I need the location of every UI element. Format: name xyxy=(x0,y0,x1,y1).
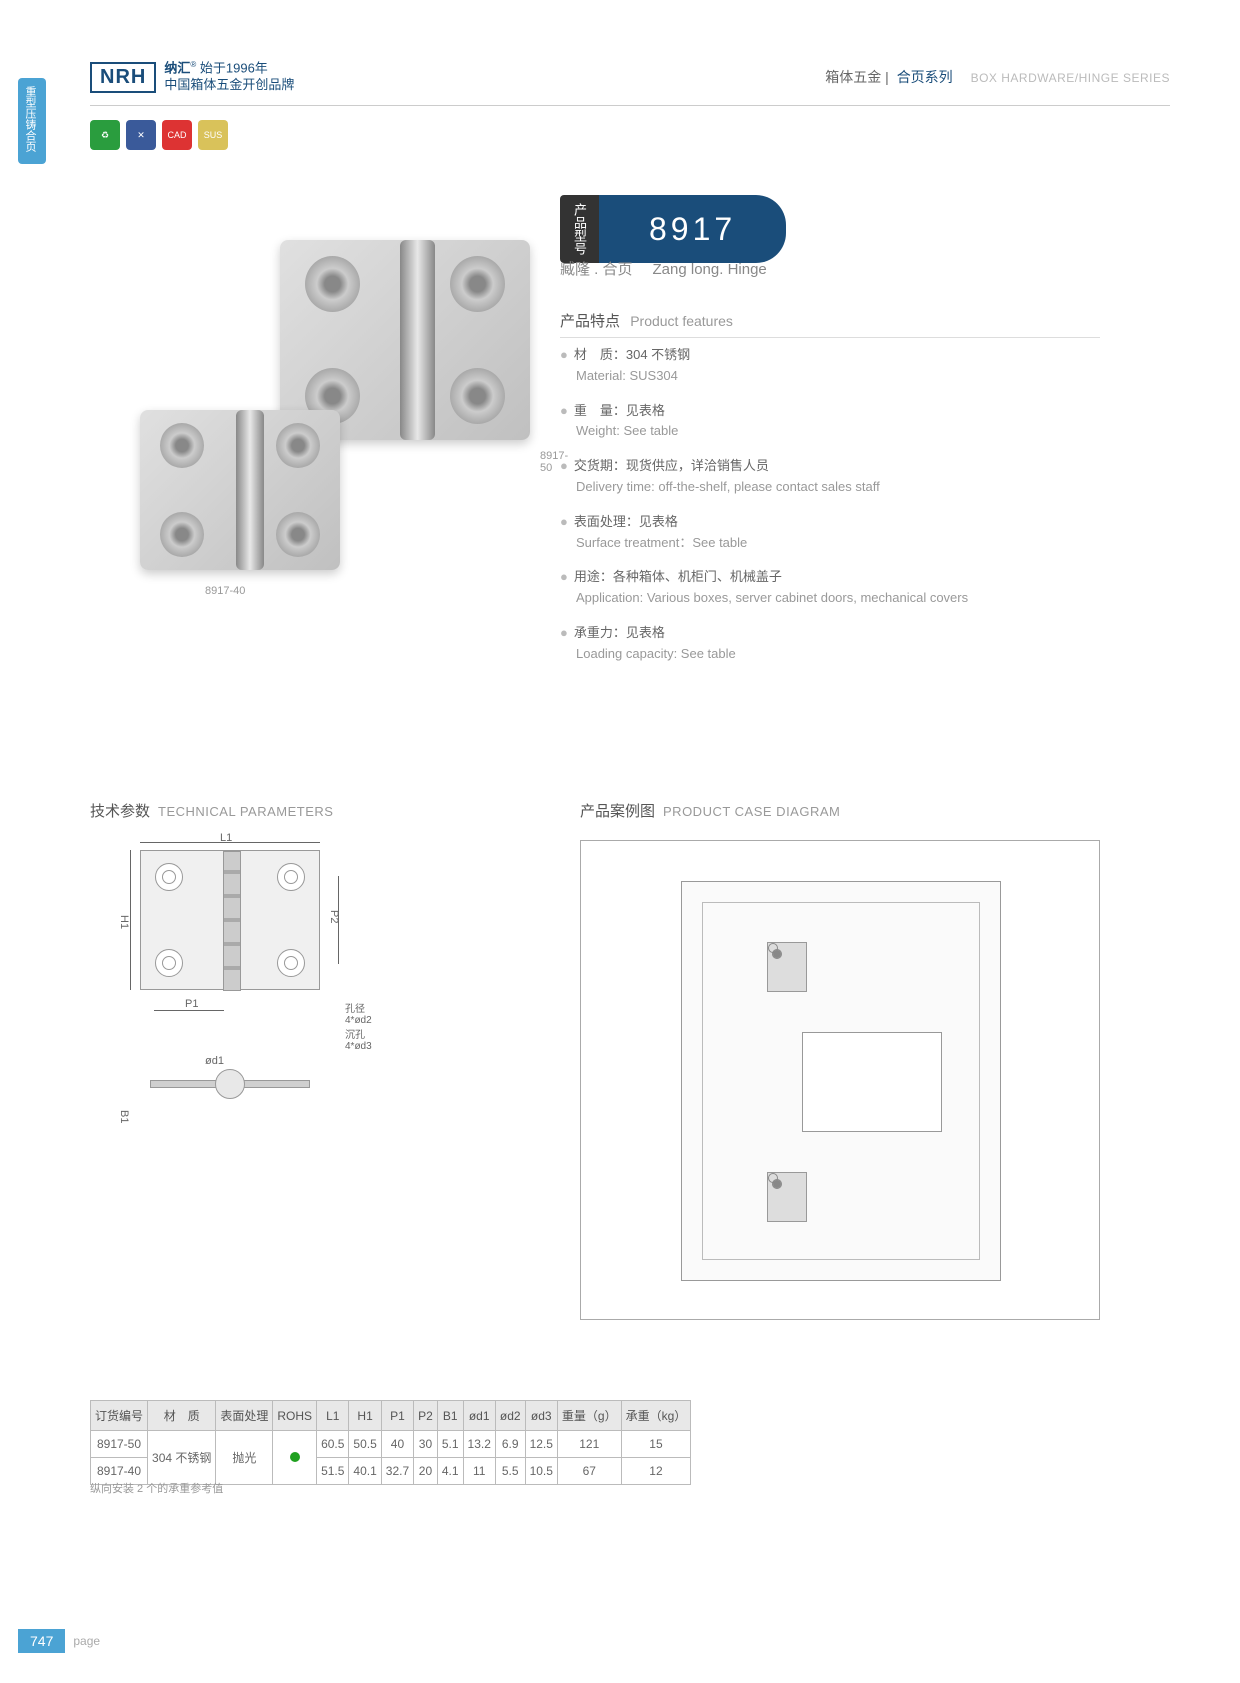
badge-eco-icon: ♻ xyxy=(90,120,120,150)
table-header: ød2 xyxy=(495,1401,525,1431)
badge-sus-icon: SUS xyxy=(198,120,228,150)
side-category-tab: 重型压铸合页 xyxy=(18,78,46,164)
logo-name: 纳汇 xyxy=(164,60,190,75)
model-number: 8917 xyxy=(599,195,786,263)
rohs-dot-icon xyxy=(290,1452,300,1462)
header-divider xyxy=(90,105,1170,106)
photo-label-large: 8917-50 xyxy=(540,450,568,474)
table-header: L1 xyxy=(317,1401,349,1431)
badge-tool-icon: ✕ xyxy=(126,120,156,150)
hinge-photo-small xyxy=(140,410,340,570)
logo-brand: NRH xyxy=(90,62,156,93)
feature-item: ●重 量：见表格Weight: See table xyxy=(560,401,1100,443)
table-header: P1 xyxy=(381,1401,413,1431)
technical-diagram: L1 H1 P2 P1 孔径 4*ød2沉孔 4*ød3 ød1 B1 xyxy=(110,850,370,990)
product-case-diagram xyxy=(580,840,1100,1320)
table-header: H1 xyxy=(349,1401,381,1431)
dim-od1: ød1 xyxy=(205,1055,224,1067)
dim-h1: H1 xyxy=(118,915,130,929)
table-header: 重量（g） xyxy=(557,1401,621,1431)
feature-item: ●材 质：304 不锈钢Material: SUS304 xyxy=(560,345,1100,387)
table-header: ød3 xyxy=(525,1401,557,1431)
dim-b1: B1 xyxy=(118,1110,130,1123)
page-number: 747 xyxy=(18,1629,65,1653)
page-header: NRH 纳汇® 始于1996年 中国箱体五金开创品牌 箱体五金 | 合页系列 B… xyxy=(90,60,1170,94)
badge-cad-icon: CAD xyxy=(162,120,192,150)
case-hinge-bottom xyxy=(767,1172,807,1222)
annot-hole: 孔径 4*ød2沉孔 4*ød3 xyxy=(345,1000,372,1052)
table-header: ød1 xyxy=(463,1401,495,1431)
table-header: 材 质 xyxy=(148,1401,216,1431)
table-row: 8917-50304 不锈钢抛光60.550.540305.113.26.912… xyxy=(91,1431,691,1458)
case-diagram-title: 产品案例图PRODUCT CASE DIAGRAM xyxy=(580,800,840,821)
spec-table: 订货编号材 质表面处理ROHSL1H1P1P2B1ød1ød2ød3重量（g）承… xyxy=(90,1400,691,1485)
photo-label-small: 8917-40 xyxy=(205,585,245,597)
table-header: P2 xyxy=(414,1401,438,1431)
features-title: 产品特点 Product features xyxy=(560,310,1100,338)
product-photos: 8917-50 8917-40 xyxy=(120,230,540,650)
table-header: ROHS xyxy=(273,1401,317,1431)
logo-since: 始于1996年 xyxy=(200,60,268,75)
header-category: 箱体五金 | 合页系列 BOX HARDWARE/HINGE SERIES xyxy=(825,67,1170,87)
table-header: 表面处理 xyxy=(216,1401,273,1431)
table-header: 承重（kg） xyxy=(621,1401,691,1431)
table-header: B1 xyxy=(437,1401,463,1431)
dim-p1: P1 xyxy=(185,998,198,1010)
model-subtitle: 臧隆 . 合页Zang long. Hinge xyxy=(560,258,767,279)
logo-block: NRH 纳汇® 始于1996年 中国箱体五金开创品牌 xyxy=(90,60,294,94)
badge-row: ♻ ✕ CAD SUS xyxy=(90,120,228,150)
feature-item: ●交货期：现货供应，详洽销售人员Delivery time: off-the-s… xyxy=(560,456,1100,498)
table-header: 订货编号 xyxy=(91,1401,148,1431)
logo-tagline: 中国箱体五金开创品牌 xyxy=(164,77,294,94)
tech-params-title: 技术参数TECHNICAL PARAMETERS xyxy=(90,800,333,821)
model-label: 产品型号 xyxy=(560,195,599,263)
table-footnote: 纵向安装 2 个的承重参考值 xyxy=(90,1480,223,1496)
feature-item: ●用途：各种箱体、机柜门、机械盖子Application: Various bo… xyxy=(560,567,1100,609)
page-label: page xyxy=(73,1634,100,1648)
model-number-block: 产品型号 8917 xyxy=(560,195,786,263)
case-hinge-top xyxy=(767,942,807,992)
feature-item: ●承重力：见表格Loading capacity: See table xyxy=(560,623,1100,665)
features-list: ●材 质：304 不锈钢Material: SUS304 ●重 量：见表格Weig… xyxy=(560,345,1100,679)
feature-item: ●表面处理：见表格Surface treatment：See table xyxy=(560,512,1100,554)
page-footer: 747 page xyxy=(18,1629,100,1653)
